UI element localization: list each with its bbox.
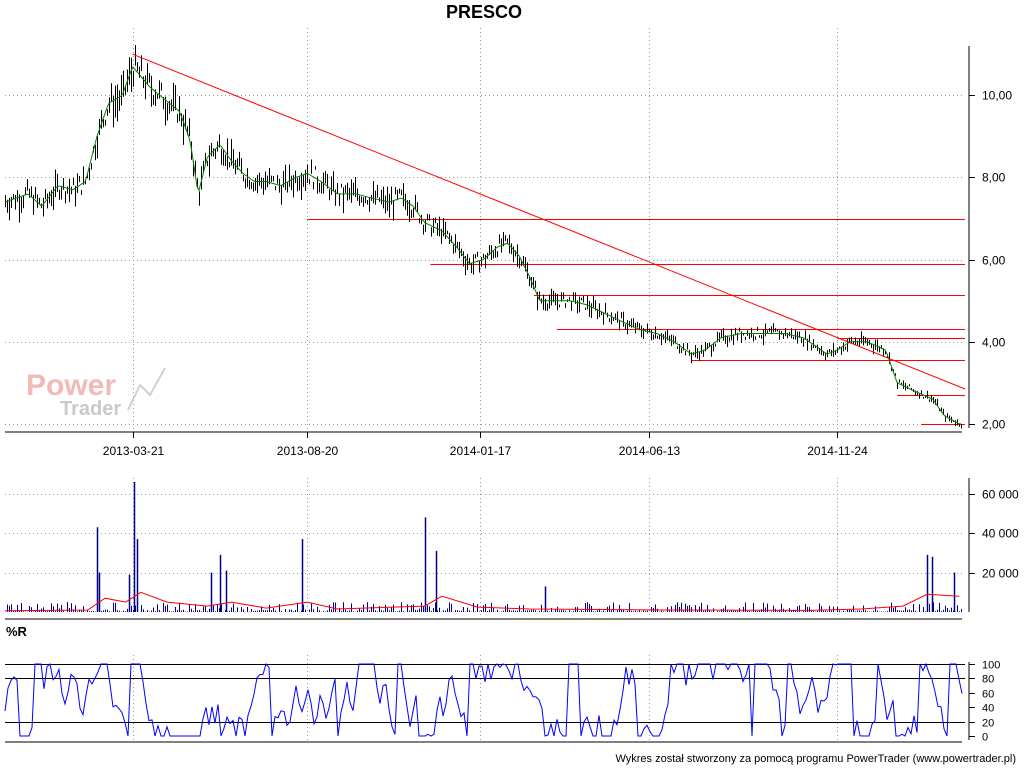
support-lines xyxy=(307,219,965,425)
wr-panel-label: %R xyxy=(6,624,28,639)
wr-grid xyxy=(133,655,838,740)
y-tick-label: 8,00 xyxy=(982,171,1006,185)
volume-y-ticks: 20 000 40 000 60 000 xyxy=(969,488,1019,581)
price-x-ticks: 2013-03-21 2013-08-20 2014-01-17 2014-06-13… xyxy=(103,432,868,458)
wr-tick-label: 100 xyxy=(982,660,1000,672)
x-tick-label: 2014-01-17 xyxy=(450,444,512,458)
wr-y-ticks: 0 20 40 60 80 100 xyxy=(969,660,1000,744)
vol-tick-label: 20 000 xyxy=(982,567,1019,581)
powertrader-watermark: Power Trader xyxy=(26,367,166,420)
wr-reference-lines xyxy=(5,664,965,723)
vol-tick-label: 40 000 xyxy=(982,527,1019,541)
y-tick-label: 6,00 xyxy=(982,254,1006,268)
footer-credit: Wykres został stworzony za pomocą progra… xyxy=(615,753,1016,765)
wr-tick-label: 40 xyxy=(982,703,994,715)
y-tick-label: 4,00 xyxy=(982,336,1006,350)
watermark-trader: Trader xyxy=(60,398,121,420)
wr-tick-label: 80 xyxy=(982,674,994,686)
wr-tick-label: 0 xyxy=(982,732,988,744)
wr-series xyxy=(4,662,963,737)
price-bars xyxy=(5,45,962,429)
watermark-power: Power xyxy=(26,369,116,402)
williams-r-panel: %R 0 20 40 60 80 100 xyxy=(4,624,1000,744)
volume-panel: 20 000 40 000 60 000 xyxy=(4,478,1019,620)
x-tick-label: 2013-03-21 xyxy=(103,444,165,458)
volume-grid xyxy=(5,478,965,617)
trend-line xyxy=(132,53,966,390)
price-grid xyxy=(5,28,965,430)
price-y-ticks: 2,00 4,00 6,00 8,00 10,00 xyxy=(969,89,1012,432)
chart-title: PRESCO xyxy=(446,2,522,22)
y-tick-label: 2,00 xyxy=(982,418,1006,432)
x-tick-label: 2013-08-20 xyxy=(277,444,339,458)
volume-bars xyxy=(5,481,962,612)
volume-moving-average xyxy=(4,591,960,612)
x-tick-label: 2014-06-13 xyxy=(619,444,681,458)
wr-tick-label: 20 xyxy=(982,718,994,730)
y-tick-label: 10,00 xyxy=(982,89,1012,103)
price-moving-average xyxy=(4,66,962,425)
vol-tick-label: 60 000 xyxy=(982,488,1019,502)
x-tick-label: 2014-11-24 xyxy=(807,444,868,458)
watermark-swoosh xyxy=(127,367,166,411)
price-panel: 2,00 4,00 6,00 8,00 10,00 2013-03-21 2013-08-… xyxy=(4,28,1012,458)
wr-tick-label: 60 xyxy=(982,689,994,701)
